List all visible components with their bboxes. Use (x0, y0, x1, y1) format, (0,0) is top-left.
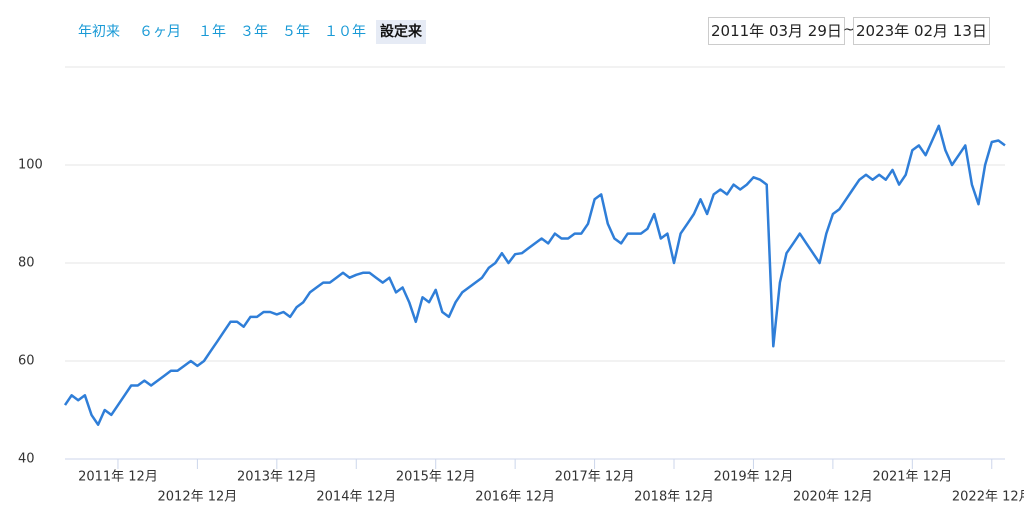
x-tick-label: 2022年 12月 (952, 490, 1024, 505)
x-tick-label: 2014年 12月 (316, 490, 396, 505)
date-from-input[interactable]: 2011年 03月 29日 (708, 17, 845, 45)
x-tick-label: 2020年 12月 (793, 490, 873, 505)
range-button[interactable]: ３年 (240, 24, 268, 40)
range-button[interactable]: １０年 (324, 24, 366, 40)
y-tick-label: 60 (18, 354, 35, 369)
range-button[interactable]: ５年 (282, 24, 310, 40)
range-button[interactable]: 年初来 (78, 24, 120, 40)
range-button[interactable]: １年 (198, 24, 226, 40)
range-button[interactable]: 設定来 (376, 20, 426, 44)
x-tick-label: 2016年 12月 (475, 490, 555, 505)
y-tick-label: 40 (18, 452, 35, 467)
x-tick-label: 2017年 12月 (555, 470, 635, 485)
x-tick-label: 2015年 12月 (396, 470, 476, 485)
x-tick-label: 2018年 12月 (634, 490, 714, 505)
x-tick-label: 2012年 12月 (158, 490, 238, 505)
x-tick-label: 2021年 12月 (872, 470, 952, 485)
x-tick-label: 2019年 12月 (714, 470, 794, 485)
date-separator: ~ (843, 22, 855, 38)
line-series (63, 124, 1006, 426)
y-tick-label: 80 (18, 256, 35, 271)
y-tick-label: 100 (18, 158, 43, 173)
range-button[interactable]: ６ヶ月 (139, 24, 181, 40)
date-to-input[interactable]: 2023年 02月 13日 (853, 17, 990, 45)
x-tick-label: 2011年 12月 (78, 470, 158, 485)
x-tick-label: 2013年 12月 (237, 470, 317, 485)
